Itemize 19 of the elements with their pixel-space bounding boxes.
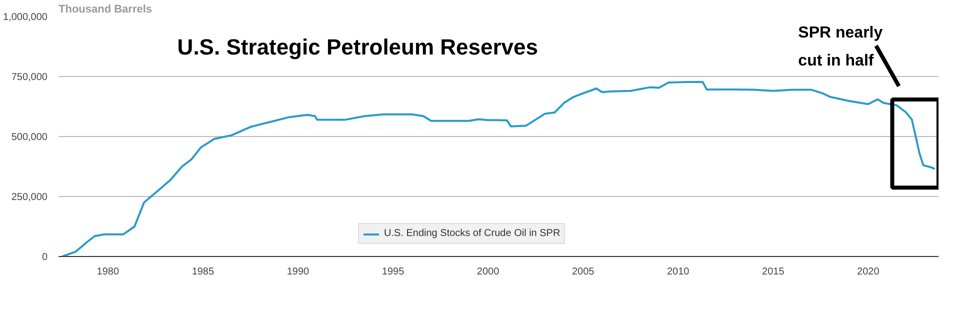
y-axis-title: Thousand Barrels (58, 4, 152, 16)
line-series (61, 81, 936, 256)
x-tick-label: 2010 (666, 266, 690, 278)
y-tick-label: 750,000 (11, 72, 48, 83)
x-tick-label: 1990 (286, 266, 310, 278)
x-tick-label: 1985 (192, 266, 215, 278)
y-tick-label: 500,000 (11, 132, 48, 143)
y-tick-label: 250,000 (11, 192, 48, 203)
y-tick-label: 0 (42, 252, 48, 263)
x-tick-label: 1995 (382, 266, 405, 278)
annotation: SPR nearly cut in half (798, 24, 883, 70)
text: U.S. Strategic Petroleum Reserves (177, 34, 538, 60)
x-tick-label: 1980 (96, 266, 120, 278)
y-tick-label: 1,000,000 (3, 12, 48, 23)
legend-label: U.S. Ending Stocks of Crude Oil in SPR (384, 228, 560, 239)
x-tick-label: 2005 (572, 266, 595, 278)
x-tick-label: 2000 (476, 266, 500, 278)
x-tick-label: 2020 (857, 266, 880, 278)
x-tick-label: 2015 (762, 266, 785, 278)
